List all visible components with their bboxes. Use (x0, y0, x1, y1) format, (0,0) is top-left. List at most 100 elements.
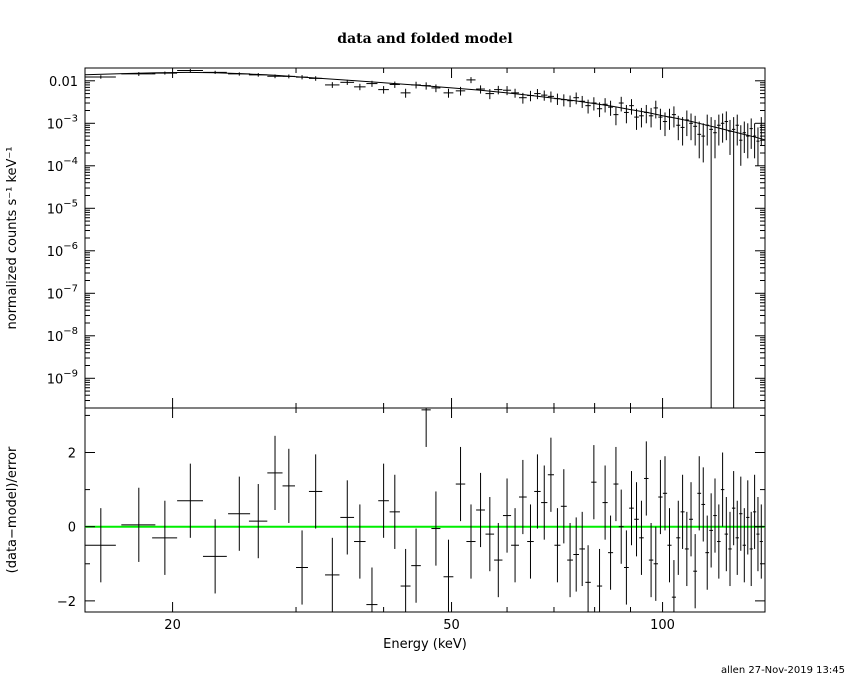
data-point (466, 77, 476, 84)
residual-point (724, 497, 729, 572)
data-point (684, 110, 689, 137)
data-point (476, 85, 485, 94)
data-point (749, 118, 753, 149)
residual-point (228, 476, 251, 551)
residual-point (644, 441, 649, 516)
residual-point (308, 454, 323, 529)
residual-point (282, 448, 296, 523)
data-point (534, 89, 541, 100)
data-point (567, 95, 573, 108)
data-point (389, 81, 400, 88)
data-point (560, 94, 567, 107)
residual-point (573, 517, 580, 592)
residual-point (585, 545, 591, 612)
residual-point (753, 474, 757, 549)
data-point (613, 107, 619, 126)
residual-x-axis: 20 50 100 (164, 408, 675, 633)
residual-point (152, 500, 178, 575)
residual-point (485, 497, 495, 572)
residual-point (511, 508, 519, 583)
y-tick-label: 10−4 (47, 156, 78, 175)
residual-point (658, 459, 663, 535)
spectrum-panel: 0.01 10−3 10−4 10−5 10−6 10−7 10−8 10−9 normali… (5, 67, 766, 409)
residual-point (648, 522, 654, 598)
residual-points (85, 408, 763, 612)
residual-point (684, 511, 689, 587)
data-point (502, 86, 512, 96)
data-point (629, 99, 634, 115)
residual-point (746, 480, 750, 555)
data-point (735, 114, 739, 146)
residual-point (676, 500, 681, 575)
residual-point (662, 456, 668, 531)
data-point (340, 79, 355, 85)
residual-point (653, 526, 658, 601)
folded-model-line (84, 71, 766, 141)
data-point (541, 90, 548, 101)
data-point (644, 104, 649, 124)
residual-point (455, 446, 466, 522)
y-tick-label: 2 (68, 447, 76, 462)
residual-point (325, 537, 340, 612)
residual-point (728, 511, 732, 587)
residual-point (709, 493, 713, 568)
residual-point (749, 511, 753, 587)
residual-point (400, 548, 411, 612)
residual-point (541, 465, 548, 540)
y-tick-label: −2 (57, 595, 76, 610)
data-point (177, 68, 203, 73)
residual-point (602, 465, 608, 540)
data-point (705, 114, 710, 146)
data-point (354, 83, 366, 91)
residual-point (534, 454, 541, 529)
y-tick-label: 10−5 (47, 198, 78, 217)
residual-point (248, 484, 268, 559)
data-point (618, 96, 624, 112)
residual-point (476, 472, 485, 548)
residual-point (518, 459, 527, 535)
data-point (746, 123, 750, 159)
data-point (671, 106, 676, 128)
residual-frame (84, 407, 766, 613)
data-point (653, 100, 658, 119)
data-point (400, 88, 411, 98)
residual-y-axis: 2 0 −2 (57, 414, 765, 610)
residual-point (591, 445, 597, 520)
data-point (431, 84, 441, 93)
residual-point (466, 504, 476, 579)
residual-point (554, 508, 561, 583)
residual-point (411, 528, 421, 603)
residual-panel: 20−2 20 50 100 (data−model)/error Energy (… (5, 407, 766, 652)
residual-point (680, 474, 685, 549)
residual-point (705, 515, 710, 590)
residual-point (296, 530, 308, 605)
residual-point (667, 508, 672, 583)
residual-point (639, 500, 644, 575)
residual-point (759, 504, 763, 579)
x-axis-label: Energy (keV) (383, 637, 467, 652)
residual-point (378, 463, 389, 538)
residual-point (693, 534, 698, 609)
data-point (623, 104, 629, 124)
data-point (697, 121, 702, 159)
y-tick-label: 10−7 (47, 283, 78, 302)
data-point (713, 119, 717, 159)
residual-point (735, 500, 739, 575)
x-tick-label: 20 (164, 618, 181, 633)
residual-point (742, 508, 746, 583)
residual-point (121, 487, 156, 562)
y-tick-label: 0.01 (49, 75, 78, 90)
data-point (608, 100, 614, 116)
residual-point (443, 539, 454, 612)
residual-point (629, 471, 634, 546)
residual-point (527, 504, 534, 579)
data-point (85, 75, 116, 79)
data-point (511, 88, 519, 98)
residual-point (596, 548, 603, 612)
residual-point (421, 408, 431, 447)
data-point (585, 99, 591, 114)
y-tick-label: 10−8 (47, 326, 78, 345)
residual-point (739, 476, 743, 551)
data-point (547, 91, 554, 103)
